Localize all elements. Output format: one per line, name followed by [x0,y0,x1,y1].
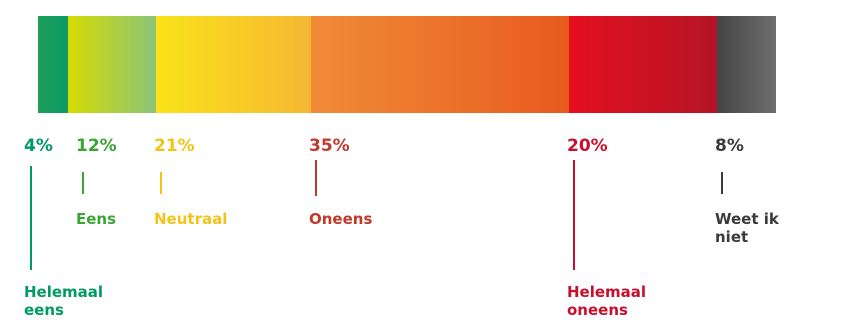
bar-segment-3 [156,16,311,113]
category-label-4: Oneens [309,210,373,228]
category-label-2: Eens [76,210,117,228]
leader-line-4 [315,160,317,196]
leader-line-3 [160,172,162,194]
leader-line-6 [721,172,723,194]
category-label-1: Helemaal eens [24,283,104,319]
category-label-6: Weet ik niet [715,210,779,246]
bar-segment-4 [311,16,569,113]
bar-segment-6 [717,16,776,113]
category-label-3: Neutraal [154,210,228,228]
leader-line-2 [82,172,84,194]
bar-segment-1 [38,16,68,113]
percentage-label-4: 35% [309,136,350,156]
percentage-label-2: 12% [76,136,117,156]
leader-line-1 [30,166,32,270]
percentage-label-3: 21% [154,136,195,156]
percentage-label-5: 20% [567,136,608,156]
percentage-label-6: 8% [715,136,744,156]
leader-line-5 [573,160,575,270]
bar-segment-2 [68,16,156,113]
bar-segment-5 [569,16,717,113]
category-label-5: Helemaal oneens [567,283,647,319]
percentage-label-1: 4% [24,136,53,156]
